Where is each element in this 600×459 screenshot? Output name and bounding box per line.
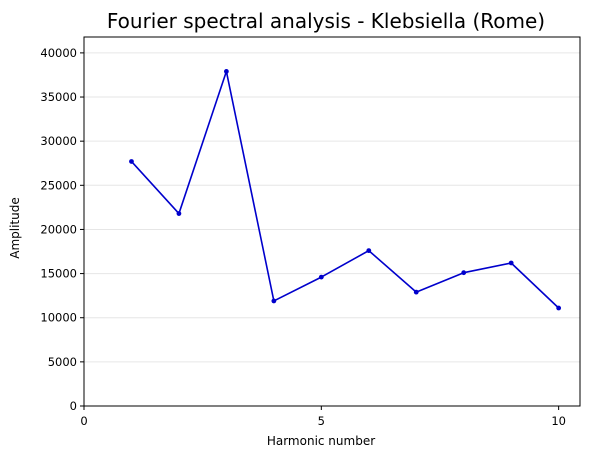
- series-line: [130, 70, 560, 309]
- y-axis-label: Amplitude: [8, 197, 22, 259]
- x-tick-label: 10: [551, 414, 566, 428]
- data-point: [413, 289, 419, 295]
- series-layer: [129, 69, 562, 311]
- data-point: [556, 305, 562, 311]
- chart-title: Fourier spectral analysis - Klebsiella (…: [107, 9, 545, 33]
- y-tick-label: 40000: [40, 46, 77, 60]
- y-tick-label: 15000: [40, 267, 77, 281]
- y-tick-label: 25000: [40, 178, 77, 192]
- data-point: [271, 298, 277, 304]
- y-ticks: 0 5000 10000 15000 20000 25000 30000 35000 40000: [40, 46, 84, 413]
- x-axis-label: Harmonic number: [267, 434, 375, 448]
- y-tick-label: 35000: [40, 90, 77, 104]
- data-point: [366, 248, 372, 254]
- data-point: [223, 69, 229, 74]
- data-point: [129, 159, 134, 164]
- plot-frame: [83, 36, 581, 407]
- y-tick-label: 10000: [40, 311, 77, 325]
- y-tick-label: 20000: [40, 222, 77, 236]
- y-tick-label: 30000: [40, 134, 77, 148]
- data-point: [318, 274, 324, 280]
- x-tick-label: 0: [80, 414, 87, 428]
- data-point: [508, 260, 514, 266]
- data-point: [176, 211, 182, 216]
- data-point: [461, 270, 467, 276]
- y-tick-label: 5000: [48, 355, 77, 369]
- x-tick-label: 5: [318, 414, 325, 428]
- x-ticks: 0 5 10: [80, 406, 566, 428]
- y-tick-label: 0: [70, 399, 77, 413]
- gridlines: [84, 52, 580, 407]
